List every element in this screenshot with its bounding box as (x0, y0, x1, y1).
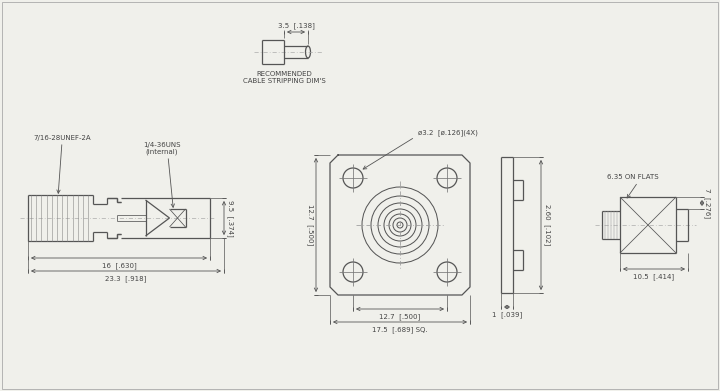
Text: 12.7  [.500]: 12.7 [.500] (307, 204, 313, 246)
Text: 6.35 ON FLATS: 6.35 ON FLATS (607, 174, 659, 180)
Text: 7  [.276]: 7 [.276] (703, 188, 711, 218)
Text: 9.5  [.374]: 9.5 [.374] (227, 200, 233, 237)
Text: ø3.2  [ø.126](4X): ø3.2 [ø.126](4X) (418, 130, 478, 136)
Text: 3.5  [.138]: 3.5 [.138] (278, 23, 315, 29)
Text: 10.5  [.414]: 10.5 [.414] (634, 274, 675, 280)
Text: 7/16-28UNEF-2A: 7/16-28UNEF-2A (33, 135, 91, 141)
Text: 1/4-36UNS: 1/4-36UNS (143, 142, 181, 148)
Text: (internal): (internal) (145, 149, 179, 155)
Text: 2.60  [.102]: 2.60 [.102] (544, 204, 550, 246)
Text: 23.3  [.918]: 23.3 [.918] (105, 276, 147, 282)
Text: CABLE STRIPPING DIM'S: CABLE STRIPPING DIM'S (243, 78, 325, 84)
Text: RECOMMENDED: RECOMMENDED (256, 71, 312, 77)
Text: 16  [.630]: 16 [.630] (102, 263, 136, 269)
Text: 12.7  [.500]: 12.7 [.500] (379, 314, 420, 320)
Text: 1  [.039]: 1 [.039] (492, 312, 522, 318)
Text: 17.5  [.689] SQ.: 17.5 [.689] SQ. (372, 326, 428, 334)
